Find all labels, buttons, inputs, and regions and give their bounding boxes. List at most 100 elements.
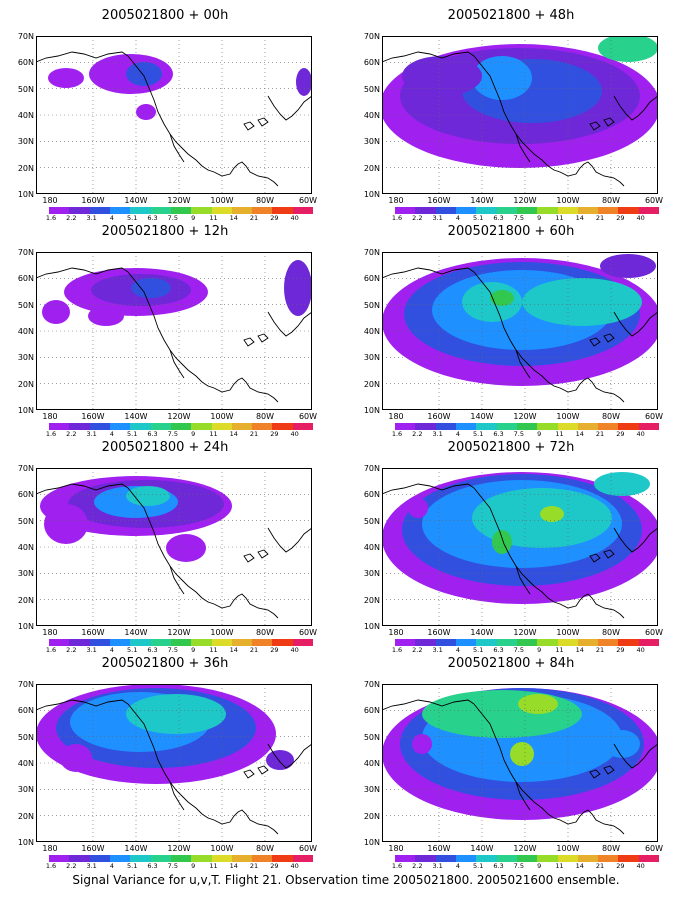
longitude-tick-label: 180	[388, 844, 404, 853]
longitude-labels: 180 160W 140W 120W 100W 80W 60W	[382, 628, 663, 638]
variance-shading	[296, 68, 312, 96]
colorbar-tick-label: 21	[249, 430, 259, 438]
variance-shading	[412, 734, 432, 754]
colorbar-swatch	[435, 423, 456, 430]
latitude-labels: 70N 60N 50N 40N 30N 20N 10N	[0, 680, 34, 847]
longitude-tick-label: 180	[42, 196, 58, 205]
variance-shading	[60, 744, 92, 772]
longitude-tick-label: 60W	[644, 196, 664, 205]
latitude-tick-label: 10N	[363, 406, 380, 415]
longitude-tick-label: 120W	[513, 196, 537, 205]
latitude-tick-label: 60N	[17, 490, 34, 500]
coastline	[613, 527, 658, 553]
colorbar-swatch	[395, 639, 416, 646]
colorbar-tick-label: 11	[209, 646, 218, 654]
colorbar-labels: 1.6 2.2 3.1 4 5.1 6.3 7.5 9 11 14 21 29 40	[392, 430, 659, 439]
colorbar-swatch	[638, 855, 660, 862]
coastline	[267, 743, 312, 769]
latitude-tick-label: 30N	[17, 353, 34, 363]
map-panel-00h: 2005021800 + 00h 70N 60N 50N 40N 30N 20N 10N 1…	[0, 8, 330, 222]
colorbar-swatch	[618, 639, 639, 646]
colorbar-swatch	[150, 423, 171, 430]
longitude-labels: 180 160W 140W 120W 100W 80W 60W	[382, 844, 663, 854]
latitude-tick-label: 70N	[17, 680, 34, 689]
map-plot	[36, 252, 312, 410]
colorbar-tick-label: 14	[575, 430, 584, 438]
coastline	[267, 311, 312, 337]
longitude-tick-label: 160W	[81, 628, 105, 637]
colorbar-tick-label: 1.6	[45, 646, 57, 654]
coastline	[603, 549, 615, 559]
map-frame	[382, 252, 658, 410]
coastline	[257, 765, 269, 775]
latitude-tick-label: 10N	[17, 838, 34, 847]
longitude-tick-label: 100W	[210, 412, 234, 421]
colorbar-swatch	[557, 207, 578, 214]
map-frame	[36, 252, 312, 410]
colorbar-tick-label: 1.6	[45, 862, 57, 870]
longitude-labels: 180 160W 140W 120W 100W 80W 60W	[36, 196, 317, 206]
colorbar-swatch	[89, 639, 110, 646]
colorbar-swatch	[557, 423, 578, 430]
colorbar-swatch	[577, 207, 599, 214]
variance-shading	[598, 36, 658, 62]
variance-shading	[408, 498, 428, 518]
latitude-tick-label: 30N	[363, 785, 380, 795]
latitude-tick-label: 50N	[363, 732, 380, 742]
colorbar-labels: 1.6 2.2 3.1 4 5.1 6.3 7.5 9 11 14 21 29 40	[392, 214, 659, 223]
latitude-tick-label: 30N	[363, 353, 380, 363]
colorbar-swatch	[252, 423, 273, 430]
latitude-tick-label: 70N	[363, 248, 380, 257]
latitude-labels: 70N 60N 50N 40N 30N 20N 10N	[346, 680, 380, 847]
latitude-tick-label: 10N	[17, 406, 34, 415]
latitude-tick-label: 70N	[363, 32, 380, 41]
variance-shading	[48, 68, 84, 88]
map-panel-60h: 2005021800 + 60h 70N 60N 50N 40N 30N 20N 10N 1…	[346, 224, 676, 439]
colorbar-tick-label: 5.1	[127, 646, 138, 654]
coastline	[36, 51, 129, 63]
latitude-tick-label: 70N	[363, 464, 380, 473]
colorbar-tick-label: 29	[270, 862, 279, 870]
longitude-tick-label: 100W	[556, 196, 580, 205]
coastline	[603, 333, 615, 343]
coastline	[36, 483, 129, 495]
variance-shading	[604, 730, 640, 758]
longitude-tick-label: 180	[388, 628, 404, 637]
colorbar-swatch	[577, 855, 599, 862]
colorbar-swatch	[150, 855, 171, 862]
colorbar-tick-label: 4	[109, 646, 114, 654]
colorbar-tick-label: 7.5	[513, 214, 525, 222]
coastline	[613, 311, 658, 337]
map-frame	[382, 36, 658, 194]
colorbar-tick-label: 5.1	[127, 214, 138, 222]
latitude-labels: 70N 60N 50N 40N 30N 20N 10N	[346, 32, 380, 199]
colorbar-tick-label: 7.5	[167, 214, 179, 222]
coastline	[127, 487, 279, 619]
colorbar-tick-label: 6.3	[147, 646, 158, 654]
colorbar-swatch	[49, 639, 70, 646]
colorbar-swatch	[537, 207, 558, 214]
variance-shading	[126, 694, 226, 734]
colorbar-tick-label: 40	[290, 214, 299, 222]
longitude-labels: 180 160W 140W 120W 100W 80W 60W	[382, 196, 663, 206]
colorbar-tick-label: 1.6	[391, 646, 403, 654]
longitude-tick-label: 160W	[427, 844, 451, 853]
colorbar-swatch	[130, 207, 151, 214]
colorbar-swatch	[292, 639, 314, 646]
coastline	[603, 117, 615, 127]
colorbar-tick-label: 3.1	[432, 862, 443, 870]
colorbar-tick-label: 4	[109, 862, 114, 870]
latitude-labels: 70N 60N 50N 40N 30N 20N 10N	[0, 464, 34, 631]
latitude-tick-label: 60N	[363, 274, 380, 284]
colorbar-tick-label: 6.3	[147, 862, 158, 870]
longitude-tick-label: 80W	[255, 196, 275, 205]
colorbar-swatch	[191, 207, 212, 214]
longitude-tick-label: 180	[388, 412, 404, 421]
coastline	[169, 565, 185, 595]
colorbar-labels: 1.6 2.2 3.1 4 5.1 6.3 7.5 9 11 14 21 29 40	[45, 862, 313, 871]
colorbar-swatch	[496, 639, 517, 646]
coastline	[473, 55, 625, 187]
colorbar-tick-label: 11	[555, 862, 564, 870]
longitude-tick-label: 100W	[210, 196, 234, 205]
longitude-tick-label: 120W	[513, 412, 537, 421]
